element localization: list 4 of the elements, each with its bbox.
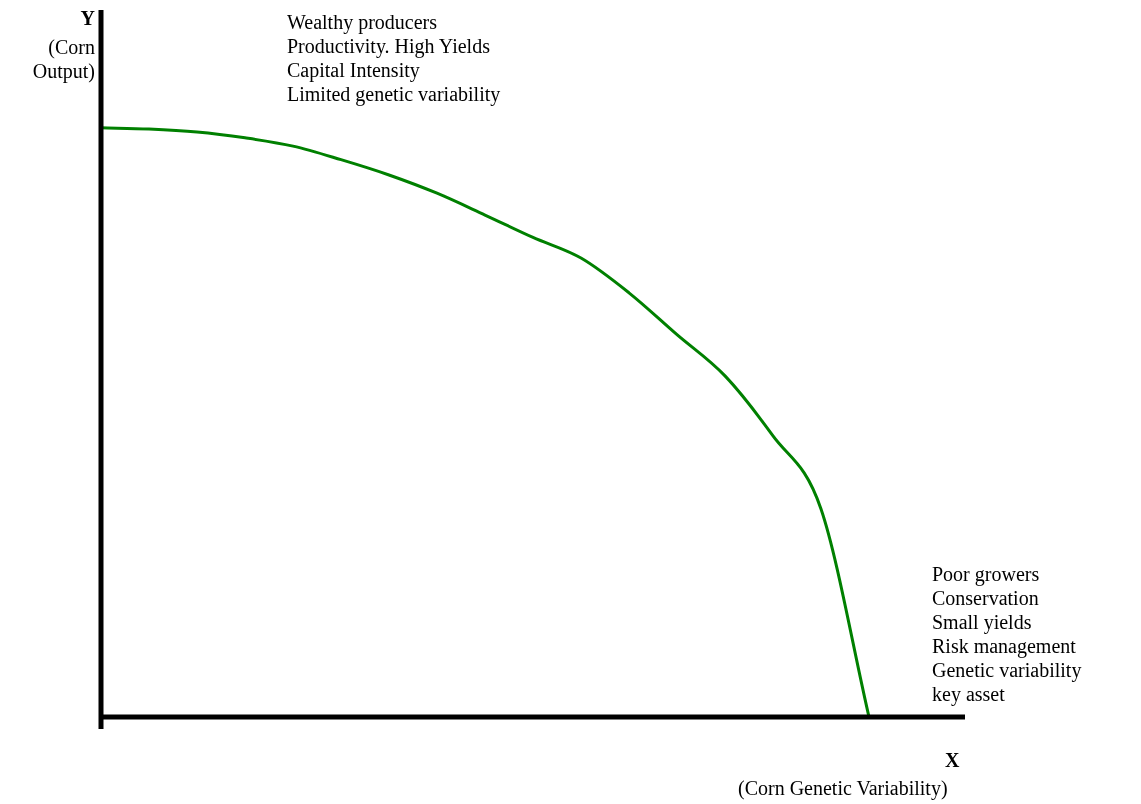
y-axis-title: Y (Corn Output) — [31, 6, 95, 83]
annotation: Poor growers Conservation Small yields Risk management Genetic variability key asset — [932, 562, 1082, 706]
text: Wealthy producers Productivity. High Yields Capital Intensity Limited genetic variability — [287, 10, 501, 106]
x-axis-title: X (Corn Genetic Variability) — [738, 748, 960, 800]
